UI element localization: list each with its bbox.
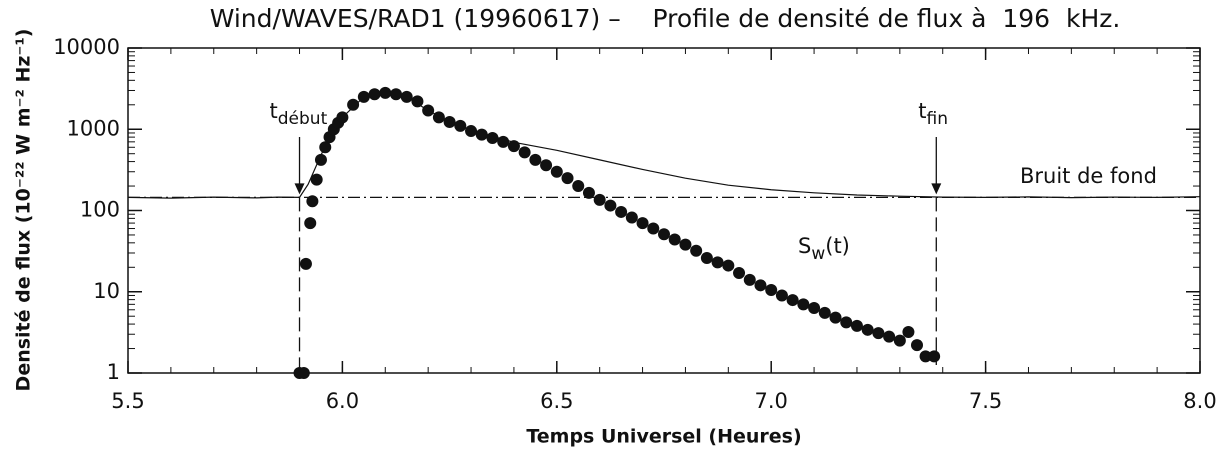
data-point [400,90,413,103]
data-point [910,339,923,352]
data-point [540,159,553,172]
data-point [883,330,896,343]
data-point [529,153,542,166]
x-tick-label: 7.5 [969,389,1002,413]
data-point [658,228,670,241]
x-tick-label: 5.5 [111,389,144,413]
data-point [700,252,713,265]
annotation-sub: fin [927,109,948,129]
data-point [818,306,831,319]
data-point [861,323,874,336]
y-tick-label: 10 [93,279,120,303]
data-point [561,172,574,185]
annotation-text: Bruit de fond [1020,164,1157,188]
annotation-sub: w [811,244,825,264]
data-point [454,119,467,132]
data-point [432,111,445,124]
data-point [347,98,360,111]
y-tick-label: 1000 [67,116,120,140]
data-point [486,132,499,145]
data-point [582,186,595,199]
y-tick-label: 10000 [53,35,120,59]
data-point [357,90,370,103]
data-point [465,125,478,138]
data-point [711,256,724,269]
data-point [829,311,842,324]
arrow-head [931,183,942,195]
annotation-sub: début [278,109,328,129]
data-point [722,259,735,272]
data-point [928,350,941,363]
data-point [518,146,531,159]
data-point [625,211,638,224]
data-point [797,298,810,311]
x-tick-label: 8.0 [1183,389,1216,413]
data-point [310,173,323,186]
data-point [314,153,327,166]
data-point [765,284,778,297]
data-point [550,165,563,178]
annotation-base: t [918,99,926,123]
data-point [872,327,885,340]
data-point [775,289,788,302]
annotation: Sw(t) [798,234,850,264]
data-point [668,233,681,246]
annotation: Bruit de fond [1020,164,1157,188]
data-point [411,95,424,108]
data-point [368,88,381,101]
annotation-base: S [798,234,811,258]
data-point [893,334,906,347]
x-tick-label: 6.5 [540,389,573,413]
data-point [379,86,392,99]
data-point [786,294,799,307]
data-point [304,217,317,230]
data-point [733,267,746,280]
data-point [336,111,349,124]
arrow-head [294,183,305,195]
data-point [690,244,703,257]
y-axis-label: Densité de flux (10⁻²² W m⁻² Hz⁻¹) [13,29,35,392]
data-point [615,205,628,218]
data-point [319,141,332,154]
data-point [647,222,660,235]
data-point [572,180,585,193]
data-point [808,302,821,315]
data-point [306,195,319,208]
data-point [422,104,435,117]
data-point [299,257,312,270]
data-point [443,115,456,128]
plot-frame [127,47,1201,374]
data-point [754,279,767,292]
data-point [902,325,915,338]
annotation: tdébut [270,99,328,129]
x-axis-label: Temps Universel (Heures) [526,426,801,448]
data-point [507,140,520,153]
annotation: tfin [918,99,948,129]
data-point [604,199,617,212]
y-tick-label: 100 [80,198,120,222]
x-tick-label: 6.0 [326,389,359,413]
data-point [390,88,402,101]
data-point [297,367,310,379]
data-point [636,217,649,230]
data-point [919,350,932,363]
data-point [475,128,488,141]
data-point [743,273,756,286]
data-point [840,316,853,329]
data-point [850,319,863,332]
annotation-base: t [270,99,278,123]
x-tick-label: 7.0 [754,389,787,413]
y-tick-label: 1 [107,360,120,384]
annotation-after: (t) [825,234,850,258]
data-point [679,238,692,251]
data-point [593,193,606,206]
data-point [497,135,510,148]
chart-title: Wind/WAVES/RAD1 (19960617) – Profile de … [210,4,1121,33]
